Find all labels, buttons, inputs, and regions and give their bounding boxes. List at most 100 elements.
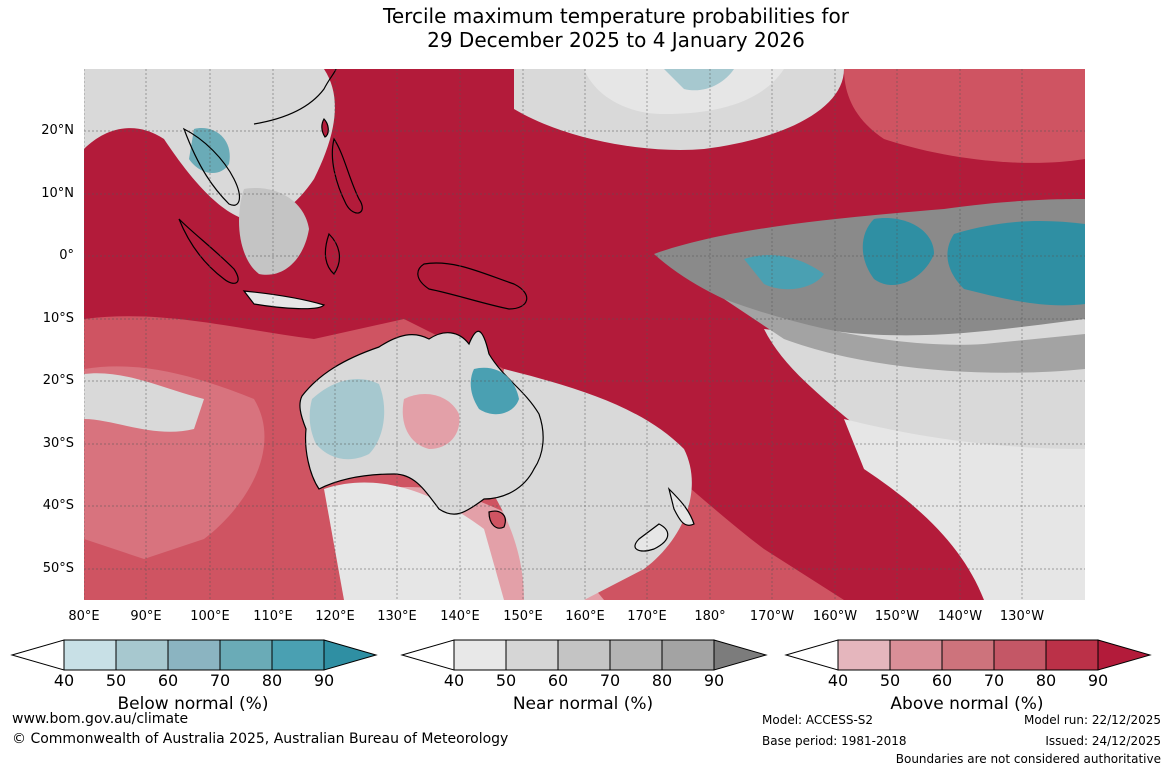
copyright-text: © Commonwealth of Australia 2025, Austra… — [12, 731, 509, 747]
colorbar-tick-label: 40 — [443, 671, 465, 690]
latitude-label: 40°S — [42, 498, 74, 513]
taiwan — [321, 118, 329, 138]
colorbar-segment — [115, 639, 169, 671]
colorbar-min-extend — [784, 639, 839, 671]
longitude-label: 140°E — [440, 609, 480, 624]
colorbar-segment — [661, 639, 715, 671]
longitude-label: 120°E — [315, 609, 355, 624]
latitude-label: 20°N — [41, 123, 74, 138]
colorbar-tick-label: 70 — [599, 671, 621, 690]
legend-near-label: Near normal (%) — [512, 694, 654, 714]
near-normal-east-pacific-light — [844, 419, 1085, 600]
longitude-label: 160°E — [565, 609, 605, 624]
boundaries-disclaimer: Boundaries are not considered authoritat… — [895, 752, 1161, 766]
longitude-label: 170°E — [627, 609, 667, 624]
below-normal-patch-east — [947, 221, 1085, 306]
australia-below-normal-west — [309, 379, 385, 460]
map-canvas — [83, 68, 1085, 600]
legend-below-normal: 40 50 60 70 80 90 Below normal (%) — [10, 638, 380, 718]
longitude-label: 140°W — [937, 609, 983, 624]
colorbar-segment — [993, 639, 1047, 671]
colorbar-tick-label: 90 — [1087, 671, 1109, 690]
model-text: Model: ACCESS-S2 — [762, 713, 874, 727]
tasmania — [488, 510, 506, 529]
java — [242, 290, 326, 310]
philippines — [331, 137, 363, 214]
probability-map — [83, 68, 1085, 600]
near-normal-borneo — [239, 188, 309, 275]
colorbar-segment — [63, 639, 117, 671]
legend-above-normal: 40 50 60 70 80 90 Above normal (%) — [784, 638, 1154, 718]
title-line-1: Tercile maximum temperature probabilitie… — [383, 4, 849, 28]
near-normal-north-pacific-light — [584, 69, 784, 114]
colorbar-segment — [505, 639, 559, 671]
near-normal-south-ocean — [324, 482, 504, 600]
title-line-2: 29 December 2025 to 4 January 2026 — [427, 28, 805, 52]
longitude-label: 100°E — [190, 609, 230, 624]
colorbar-segment — [453, 639, 507, 671]
colorbar-segment — [557, 639, 611, 671]
longitude-label: 150°W — [874, 609, 920, 624]
latitude-label: 0° — [59, 248, 74, 263]
colorbar-tick-label: 50 — [105, 671, 127, 690]
colorbar-tick-label: 50 — [879, 671, 901, 690]
indochina-outline — [182, 127, 241, 206]
colorbar-max-extend — [713, 639, 768, 671]
australia-below-normal-ne — [470, 367, 519, 415]
colorbar-segment — [889, 639, 943, 671]
colorbar-tick-label: 80 — [261, 671, 283, 690]
longitude-label: 90°E — [130, 609, 162, 624]
below-normal-asia — [189, 128, 230, 174]
latitude-label: 20°S — [42, 373, 74, 388]
colorbar-tick-label: 60 — [547, 671, 569, 690]
legend-near-normal: 40 50 60 70 80 90 Near normal (%) — [400, 638, 770, 718]
longitude-label: 110°E — [253, 609, 293, 624]
colorbar-segment — [167, 639, 221, 671]
sulawesi — [324, 232, 341, 275]
colorbar-segment — [271, 639, 325, 671]
colorbar-segment — [837, 639, 891, 671]
new-zealand-north — [667, 487, 695, 526]
issued-text: Issued: 24/12/2025 — [1045, 734, 1161, 748]
longitude-label: 170°W — [749, 609, 795, 624]
colorbar-segment — [609, 639, 663, 671]
sumatra — [178, 218, 239, 284]
colorbar-segment — [941, 639, 995, 671]
longitude-label: 160°W — [812, 609, 858, 624]
colorbar-tick-label: 90 — [313, 671, 335, 690]
colorbar-min-extend — [10, 639, 65, 671]
longitude-label: 130°E — [377, 609, 417, 624]
latitude-label: 30°S — [42, 436, 74, 451]
colorbar-tick-label: 80 — [1035, 671, 1057, 690]
colorbar-tick-label: 50 — [495, 671, 517, 690]
colorbar-min-extend — [400, 639, 455, 671]
longitude-label: 80°E — [68, 609, 100, 624]
colorbar-tick-label: 70 — [983, 671, 1005, 690]
colorbar-tick-label: 80 — [651, 671, 673, 690]
colorbar-below-normal — [10, 639, 378, 671]
latitude-label: 10°S — [42, 311, 74, 326]
new-guinea — [417, 262, 528, 310]
map-gridlines — [83, 69, 1085, 600]
colorbar-above-normal — [784, 639, 1152, 671]
website-link[interactable]: www.bom.gov.au/climate — [12, 711, 189, 727]
model-run-text: Model run: 22/12/2025 — [1023, 713, 1161, 727]
map-title: Tercile maximum temperature probabilitie… — [0, 4, 1173, 52]
longitude-label: 180° — [694, 609, 726, 624]
colorbar-max-extend — [1097, 639, 1152, 671]
colorbar-tick-label: 70 — [209, 671, 231, 690]
new-zealand-south — [634, 523, 669, 552]
below-normal-patch-west — [744, 254, 824, 290]
above-normal-northeast — [844, 69, 1085, 163]
below-normal-north-pacific — [664, 69, 734, 91]
australia-above-normal-centre — [402, 394, 460, 449]
colorbar-tick-label: 60 — [931, 671, 953, 690]
colorbar-segment — [1045, 639, 1099, 671]
longitude-label: 130°W — [999, 609, 1045, 624]
legend-below-label: Below normal (%) — [117, 694, 269, 714]
colorbar-segment — [219, 639, 273, 671]
latitude-label: 10°N — [41, 186, 74, 201]
colorbar-max-extend — [323, 639, 378, 671]
near-normal-south — [84, 373, 204, 432]
latitude-label: 50°S — [42, 561, 74, 576]
